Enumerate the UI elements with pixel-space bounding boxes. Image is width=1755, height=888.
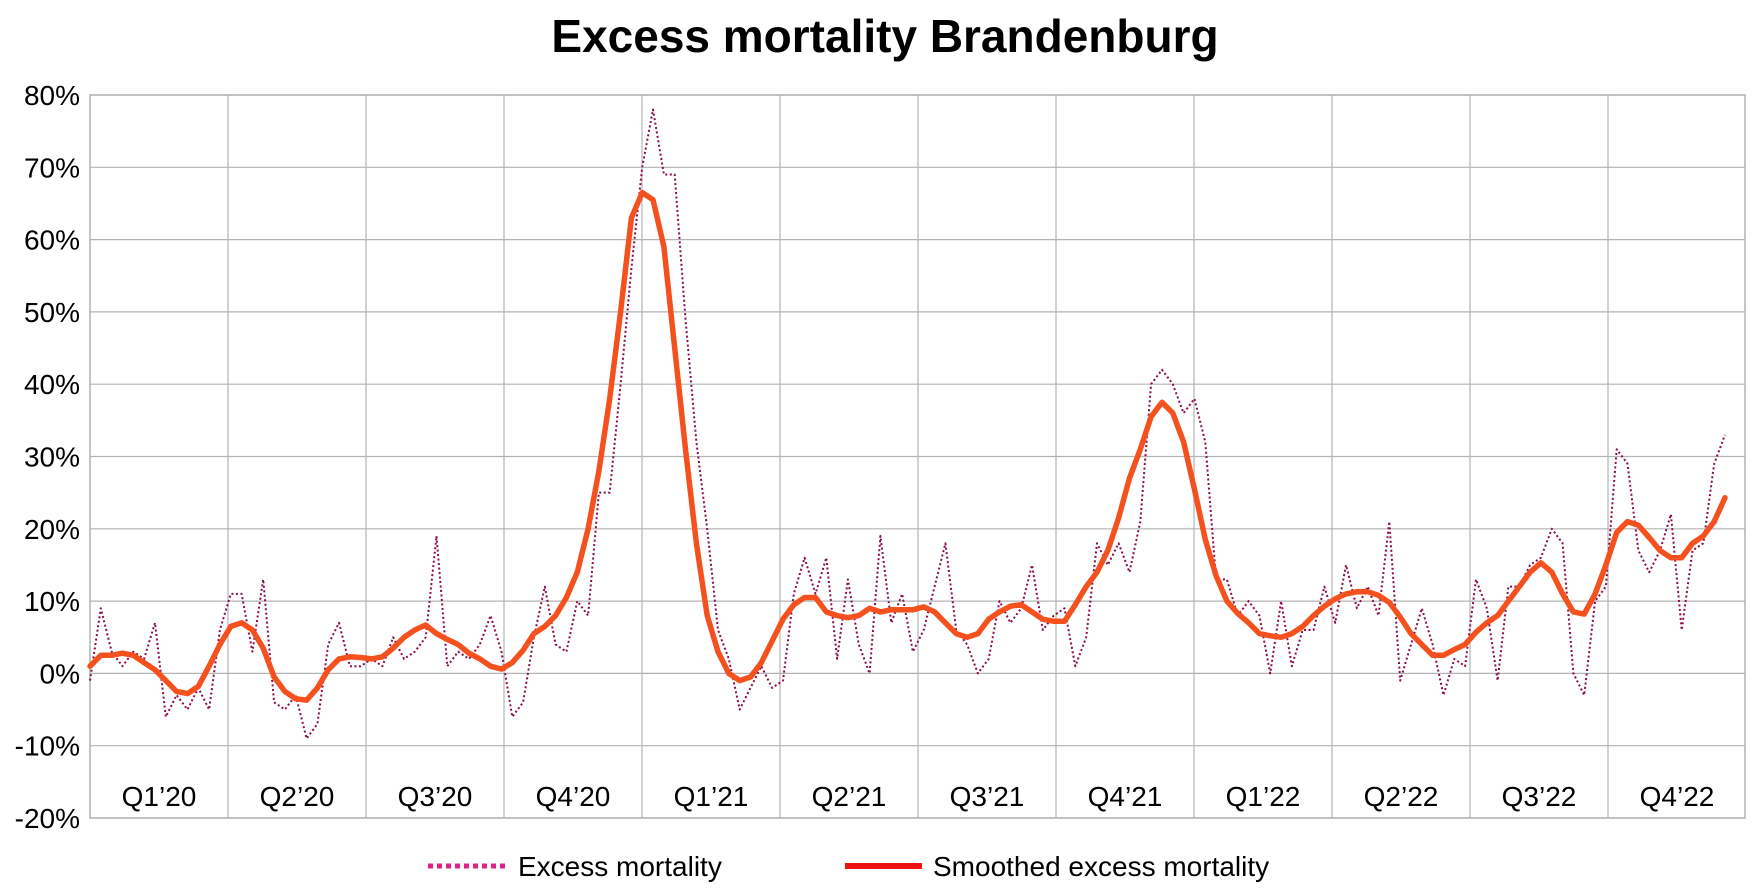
x-tick-label: Q1’21 bbox=[674, 781, 749, 812]
y-tick-label: 80% bbox=[24, 80, 80, 111]
x-tick-label: Q1’22 bbox=[1226, 781, 1301, 812]
y-axis-tick-labels: 80% 70% 60% 50% 40% 30% 20% 10% 0% -10% -20% bbox=[15, 80, 80, 834]
x-tick-label: Q3’20 bbox=[398, 781, 473, 812]
y-tick-label: 70% bbox=[24, 152, 80, 183]
y-tick-label: 40% bbox=[24, 369, 80, 400]
y-tick-label: 0% bbox=[40, 658, 80, 689]
series-line bbox=[87, 189, 1728, 703]
y-tick-label: 60% bbox=[24, 225, 80, 256]
legend-label: Smoothed excess mortality bbox=[933, 851, 1269, 882]
x-tick-label: Q2’22 bbox=[1364, 781, 1439, 812]
x-tick-label: Q2’20 bbox=[260, 781, 335, 812]
x-tick-label: Q3’21 bbox=[950, 781, 1025, 812]
series-smoothed-excess-mortality bbox=[87, 189, 1728, 703]
x-tick-label: Q1’20 bbox=[122, 781, 197, 812]
plot-frame bbox=[89, 94, 1746, 819]
y-tick-label: 20% bbox=[24, 514, 80, 545]
x-axis-tick-labels: Q1’20 Q2’20 Q3’20 Q4’20 Q1’21 Q2’21 Q3’21 Q4’21… bbox=[122, 781, 1715, 812]
x-tick-label: Q4’20 bbox=[536, 781, 611, 812]
x-tick-label: Q4’21 bbox=[1088, 781, 1163, 812]
y-tick-label: 50% bbox=[24, 297, 80, 328]
y-tick-label: -10% bbox=[15, 731, 80, 762]
x-tick-label: Q4’22 bbox=[1640, 781, 1715, 812]
y-tick-label: -20% bbox=[15, 803, 80, 834]
y-tick-label: 10% bbox=[24, 586, 80, 617]
legend-item: Excess mortality bbox=[428, 851, 722, 882]
series-line bbox=[89, 108, 1726, 740]
y-tick-label: 30% bbox=[24, 442, 80, 473]
series-excess-mortality bbox=[89, 108, 1726, 740]
series-layer bbox=[87, 108, 1728, 740]
legend-item: Smoothed excess mortality bbox=[845, 851, 1269, 882]
legend-label: Excess mortality bbox=[518, 851, 722, 882]
chart-title: Excess mortality Brandenburg bbox=[551, 10, 1218, 62]
x-tick-label: Q3’22 bbox=[1502, 781, 1577, 812]
legend: Excess mortality Smoothed excess mortalit… bbox=[428, 851, 1269, 882]
x-tick-label: Q2’21 bbox=[812, 781, 887, 812]
